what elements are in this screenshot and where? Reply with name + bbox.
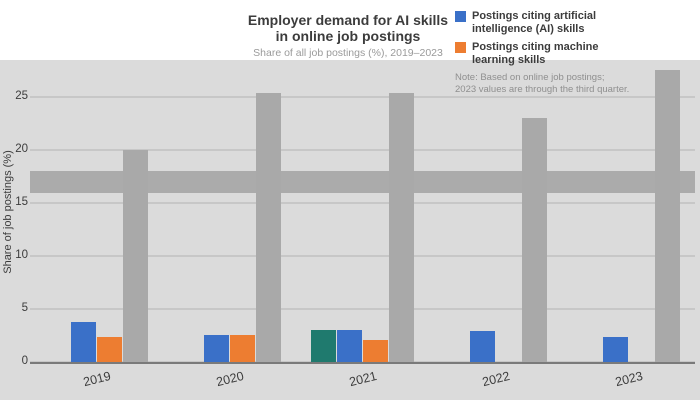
bar-series2-2019 [97,336,122,362]
chart-subtitle: Share of all job postings (%), 2019–2023 [253,47,443,59]
chart-title-line1: Employer demand for AI skills [247,12,449,28]
gridline-20 [30,148,695,151]
chart-title-line2: in online job postings [275,28,421,44]
gridline-15 [30,201,695,204]
bar-series1-2021 [337,330,362,362]
legend-swatch-blue-icon [455,11,466,22]
legend-swatch-orange-icon [455,42,466,53]
y-tick-label-20: 20 [15,142,28,155]
legend-note-line2: 2023 values are through the third quarte… [455,84,630,95]
bar-series3-2023 [655,70,680,362]
y-tick-label-5: 5 [21,301,28,314]
y-tick-label-0: 0 [21,355,28,367]
bar-series3-2021 [389,92,414,362]
gridline-25 [30,95,695,98]
legend-label-blue: Postings citing artificial intelligence … [472,10,597,35]
bar-series3-2019 [123,149,148,362]
chart-title-block: Employer demand for AI skills in online … [233,12,463,59]
bar-series2-2020 [230,335,255,362]
y-tick-label-25: 25 [15,89,28,102]
legend-label-orange: Postings citing machine learning skills [472,41,599,66]
legend-note: Note: Based on online job postings; 2023… [455,72,697,96]
bar-series1-2019 [71,321,96,362]
legend-entry-orange: Postings citing machine learning skills [455,41,697,67]
bar-series1-2022 [470,331,495,362]
y-tick-label-15: 15 [15,195,28,208]
bar-series3-2022 [522,118,547,362]
y-tick-label-10: 10 [15,248,28,261]
gridline-5 [30,307,695,310]
y-axis-title: Share of job postings (%) [2,150,14,274]
bar-series3-2020 [256,92,281,362]
bar-series2-2021 [363,339,388,362]
gridline-10 [30,254,695,257]
legend: Postings citing artificial intelligence … [455,10,697,96]
bar-series0-2021 [311,330,336,362]
legend-entry-blue: Postings citing artificial intelligence … [455,10,697,36]
bar-series1-2020 [204,335,229,362]
legend-note-line1: Note: Based on online job postings; [455,72,605,83]
x-axis-line [30,362,695,364]
bar-series1-2023 [603,336,628,362]
